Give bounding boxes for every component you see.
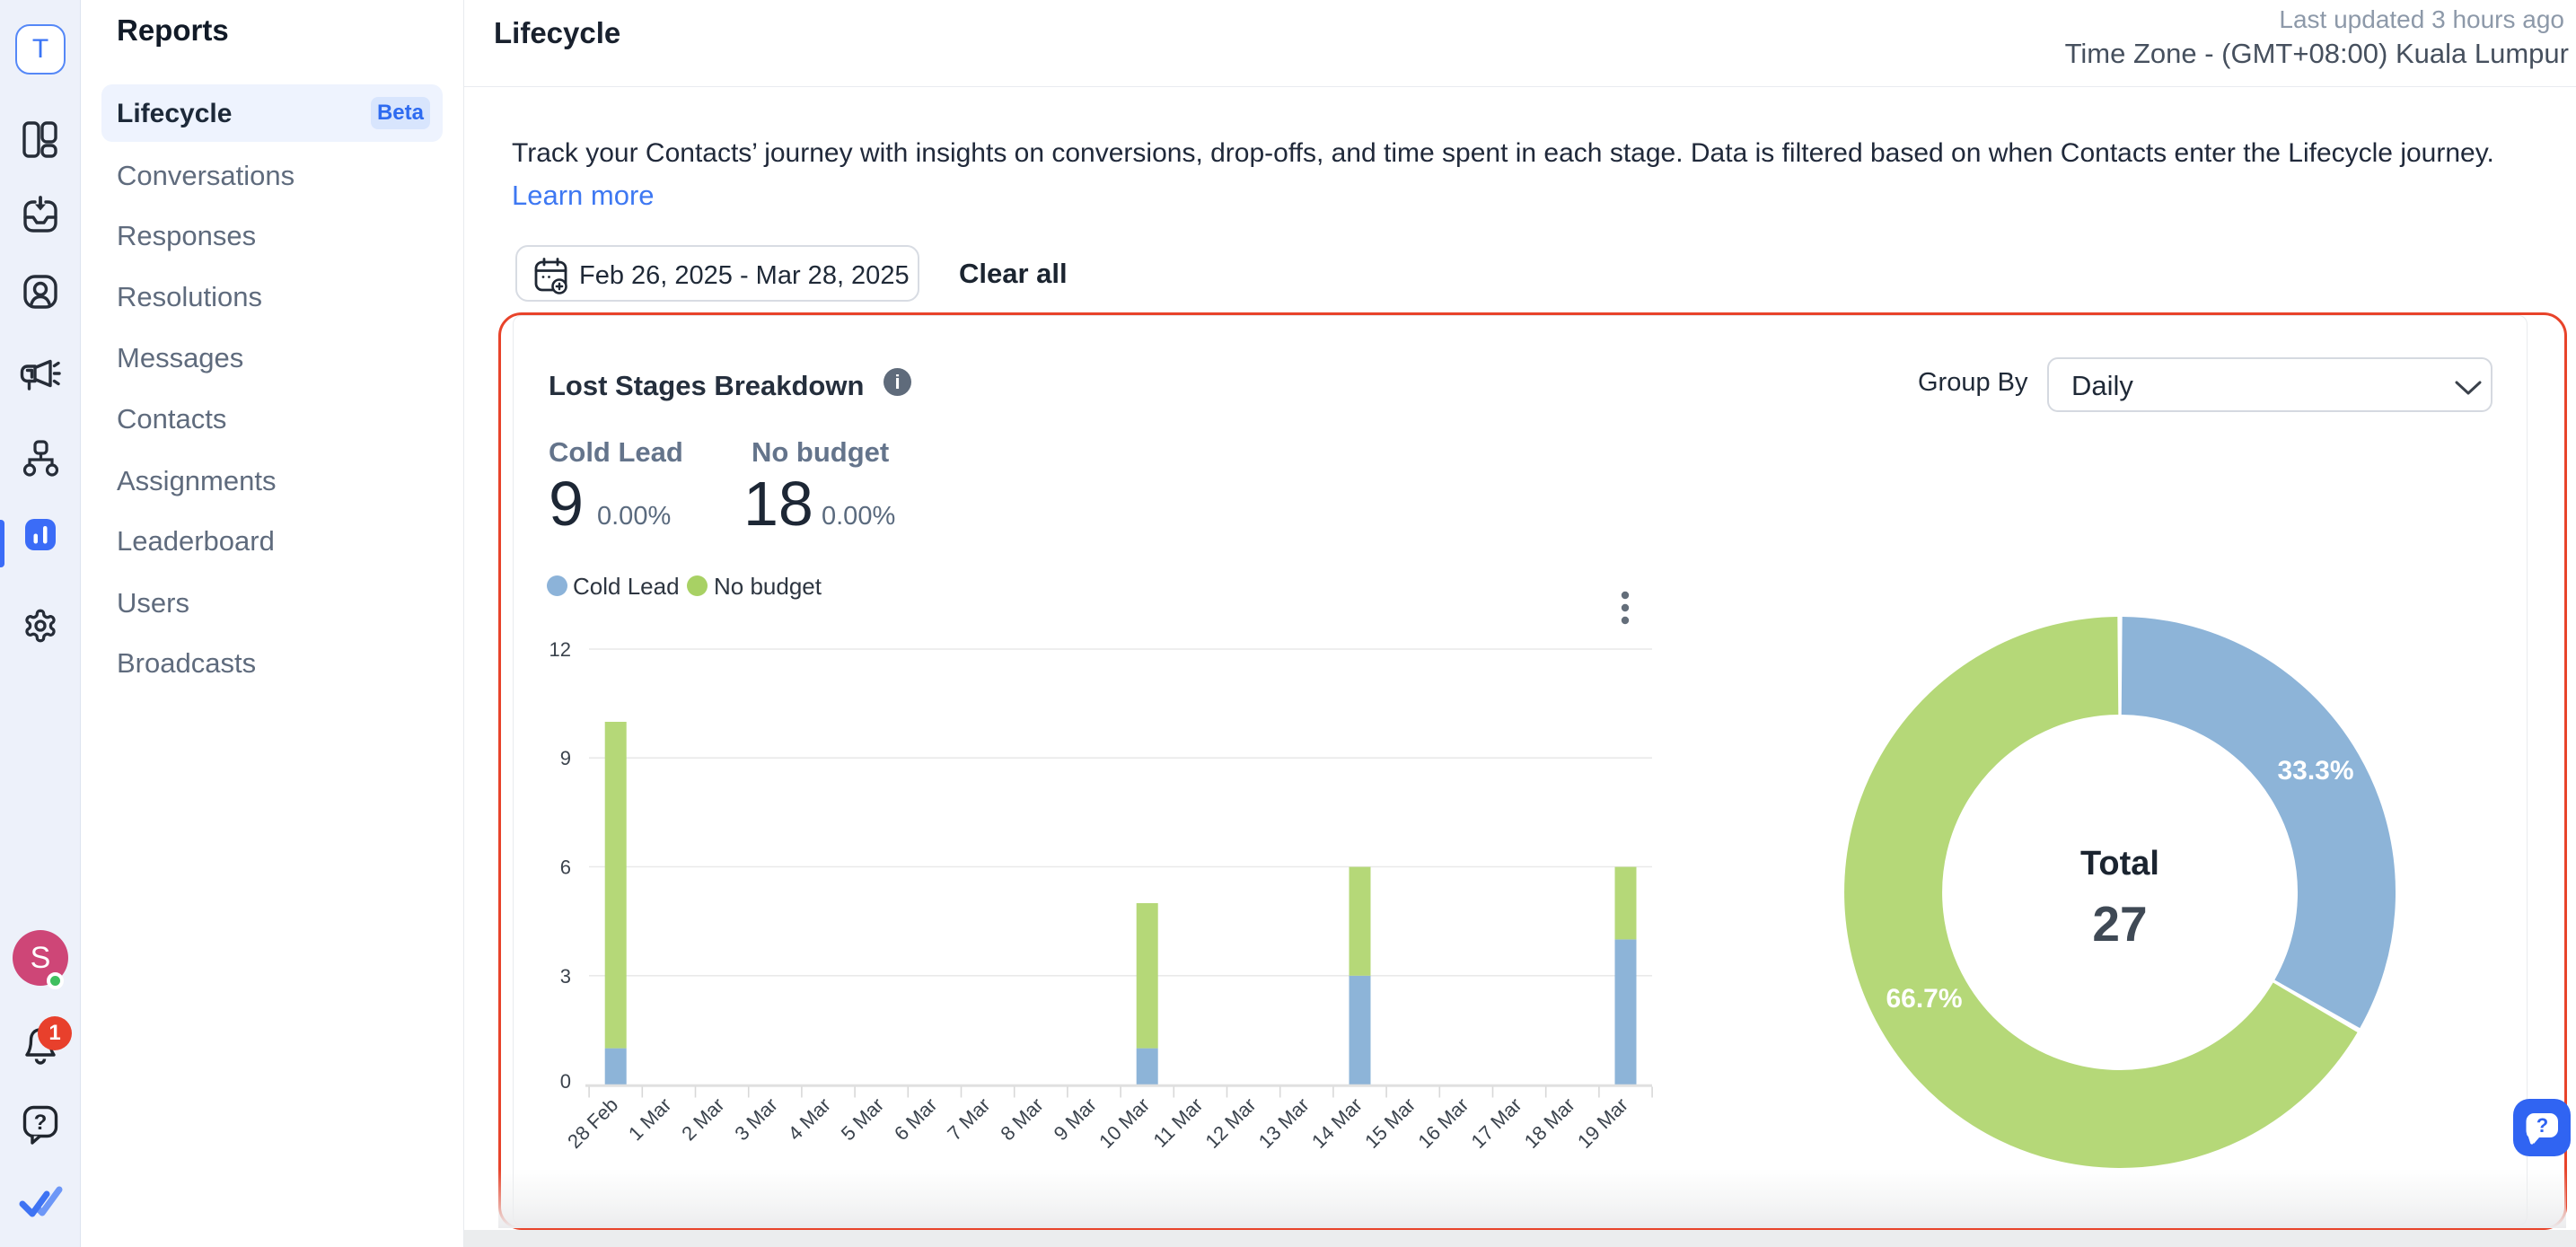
svg-text:?: ? — [34, 1111, 48, 1135]
svg-text:3 Mar: 3 Mar — [730, 1093, 781, 1145]
svg-text:9 Mar: 9 Mar — [1050, 1093, 1101, 1145]
svg-text:1 Mar: 1 Mar — [624, 1093, 675, 1145]
svg-text:12: 12 — [549, 638, 571, 661]
svg-text:15 Mar: 15 Mar — [1360, 1093, 1420, 1153]
svg-text:7 Mar: 7 Mar — [943, 1093, 994, 1145]
svg-text:8 Mar: 8 Mar — [996, 1093, 1047, 1145]
svg-text:13 Mar: 13 Mar — [1254, 1093, 1314, 1153]
svg-text:10 Mar: 10 Mar — [1095, 1093, 1154, 1153]
svg-text:14 Mar: 14 Mar — [1307, 1093, 1367, 1153]
svg-text:9: 9 — [560, 747, 571, 769]
svg-text:11 Mar: 11 Mar — [1148, 1093, 1207, 1152]
svg-text:?: ? — [2536, 1114, 2548, 1137]
svg-text:6: 6 — [560, 856, 571, 879]
svg-text:0: 0 — [560, 1070, 571, 1093]
svg-text:6 Mar: 6 Mar — [890, 1093, 941, 1145]
svg-text:16 Mar: 16 Mar — [1413, 1093, 1473, 1153]
svg-text:4 Mar: 4 Mar — [784, 1093, 835, 1145]
svg-text:28 Feb: 28 Feb — [563, 1093, 622, 1153]
svg-text:66.7%: 66.7% — [1886, 984, 1962, 1014]
svg-text:19 Mar: 19 Mar — [1573, 1093, 1632, 1153]
svg-text:5 Mar: 5 Mar — [837, 1093, 888, 1145]
svg-text:18 Mar: 18 Mar — [1520, 1093, 1579, 1153]
svg-text:33.3%: 33.3% — [2277, 756, 2353, 786]
svg-text:3: 3 — [560, 965, 571, 988]
svg-text:12 Mar: 12 Mar — [1201, 1093, 1261, 1153]
svg-text:2 Mar: 2 Mar — [677, 1093, 728, 1145]
svg-text:17 Mar: 17 Mar — [1467, 1093, 1526, 1153]
